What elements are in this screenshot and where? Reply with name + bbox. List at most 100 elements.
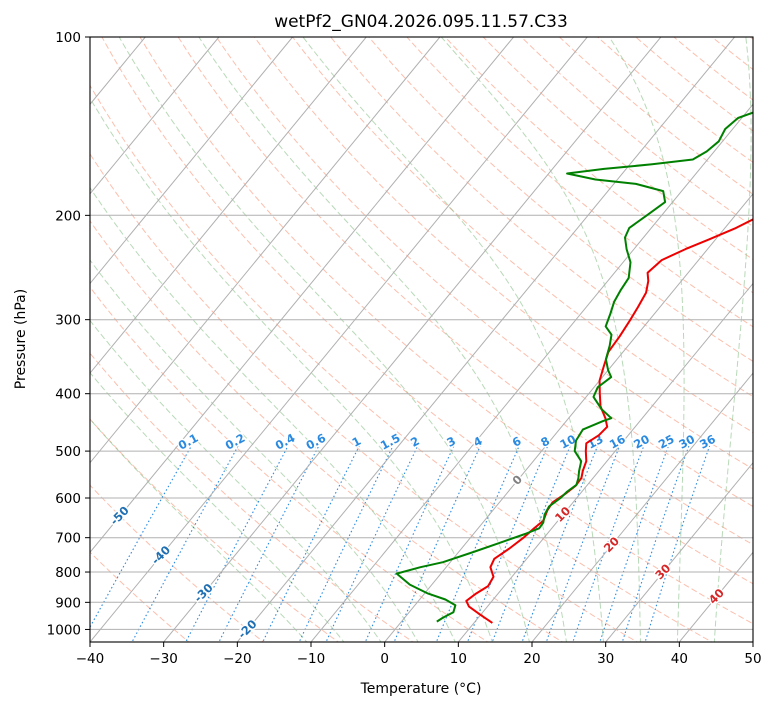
- moist-adiabat-line: [90, 371, 345, 642]
- mixing-ratio-label: 36: [697, 432, 718, 452]
- dry-adiabat-line: [330, 37, 753, 398]
- isotherm-line: [605, 461, 753, 642]
- moist-adiabat-line: [713, 37, 752, 642]
- moist-adiabat-line: [302, 37, 604, 642]
- moist-adiabat-line: [90, 319, 382, 642]
- dry-adiabat-label: -30: [191, 581, 216, 606]
- mixing-ratio-line: [298, 445, 394, 642]
- x-tick-label: 40: [671, 651, 688, 667]
- y-axis-label: Pressure (hPa): [13, 289, 29, 389]
- mixing-ratio-label: 3: [444, 434, 458, 450]
- y-tick-label: 500: [55, 444, 81, 460]
- y-axis: 100 200 300 400 500 600 700 800 900 1000: [47, 30, 90, 638]
- dry-adiabat-line: [90, 286, 489, 642]
- isotherm-line: [531, 372, 753, 642]
- moist-adiabat-label: 10: [552, 504, 573, 525]
- dry-adiabat-line: [90, 220, 564, 642]
- mixing-ratio-label: 4: [471, 434, 485, 450]
- dewpoint-line: [395, 111, 753, 623]
- dry-adiabat-label: -20: [235, 617, 260, 642]
- mixing-ratio-label: 0.6: [304, 431, 329, 453]
- mixing-ratio-line: [131, 445, 239, 642]
- x-axis-label: Temperature (°C): [360, 681, 482, 697]
- moist-adiabat-line: [608, 37, 685, 642]
- dry-adiabat-line: [90, 153, 639, 642]
- moist-adiabat-line: [90, 186, 456, 642]
- temperature-line: [465, 218, 753, 624]
- x-tick-label: −20: [223, 651, 252, 667]
- y-tick-label: 1000: [47, 622, 81, 638]
- chart-title: wetPf2_GN04.2026.095.11.57.C33: [274, 12, 568, 32]
- dry-adiabat-line: [215, 37, 753, 508]
- isotherm-line: [0, 37, 72, 642]
- y-tick-label: 700: [55, 531, 81, 547]
- mixing-ratio-line: [491, 445, 571, 642]
- isotherm-line: [90, 37, 441, 464]
- isotherm-line: [90, 37, 367, 374]
- mixing-ratio-label: 20: [631, 432, 652, 452]
- y-tick-label: 300: [55, 313, 81, 329]
- x-axis: −40 −30 −20 −10 0 10 20 30 40 50: [76, 642, 762, 667]
- mixing-ratio-label: 6: [510, 434, 524, 450]
- mixing-ratio-line: [521, 445, 599, 642]
- mixing-ratio-line: [90, 445, 192, 629]
- y-tick-label: 600: [55, 491, 81, 507]
- dry-adiabat-line: [444, 37, 753, 294]
- mixing-ratio-line: [393, 445, 481, 642]
- dry-adiabat-line: [177, 37, 753, 546]
- x-tick-label: −40: [76, 651, 105, 667]
- y-tick-label: 100: [55, 30, 81, 46]
- isotherm-line: [90, 37, 588, 642]
- moist-adiabat-label: 20: [601, 534, 622, 555]
- isotherm-line: [457, 282, 753, 642]
- dry-adiabat-label: -70: [29, 419, 54, 444]
- y-tick-label: 400: [55, 387, 81, 403]
- dry-adiabat-line: [597, 37, 753, 164]
- dry-adiabat-line: [520, 37, 753, 228]
- moist-adiabat-line: [198, 37, 567, 642]
- x-tick-label: 0: [380, 651, 389, 667]
- dry-adiabat-line: [139, 37, 753, 585]
- isotherm-line: [90, 37, 293, 285]
- mixing-ratio-line: [621, 445, 690, 642]
- moist-adiabat-line: [90, 259, 419, 642]
- mixing-ratio-label: 1: [350, 434, 364, 450]
- isotherm-line: [90, 37, 514, 554]
- mixing-ratio-label: 16: [607, 432, 628, 452]
- dry-adiabat-line: [253, 37, 753, 470]
- mixing-ratio-line: [599, 445, 670, 642]
- x-tick-label: −30: [149, 651, 178, 667]
- moist-adiabat-label: 30: [652, 561, 673, 582]
- isotherm-line: [752, 641, 753, 642]
- moist-adiabat-label: 40: [706, 586, 727, 607]
- mixing-ratio-line: [466, 445, 549, 642]
- isotherm-line: [384, 193, 753, 642]
- x-tick-label: 30: [597, 651, 614, 667]
- x-tick-label: 10: [450, 651, 467, 667]
- plot-frame: [89, 36, 754, 643]
- dry-adiabat-label: -60: [68, 462, 93, 487]
- y-tick-label: 900: [55, 595, 81, 611]
- mixing-ratio-line: [325, 445, 419, 642]
- mixing-ratio-label: 0.4: [273, 431, 298, 453]
- x-tick-label: 50: [744, 651, 761, 667]
- moist-adiabat-line: [118, 37, 530, 642]
- mixing-ratio-label: 0.1: [176, 431, 201, 453]
- mixing-ratio-line: [572, 445, 645, 642]
- mixing-ratio-label: 0.2: [223, 431, 248, 453]
- mixing-ratio-label: 2: [408, 434, 422, 450]
- mixing-ratio-line: [364, 445, 455, 642]
- y-tick-label: 800: [55, 565, 81, 581]
- dry-adiabat-line: [406, 37, 753, 328]
- dry-adiabat-line: [673, 37, 753, 101]
- mixing-ratio-label: 30: [676, 432, 697, 452]
- isotherm-line: [90, 37, 220, 195]
- moist-adiabat-line: [440, 37, 641, 642]
- x-tick-label: 20: [523, 651, 540, 667]
- y-tick-label: 200: [55, 208, 81, 224]
- mixing-ratio-line: [262, 445, 360, 642]
- dry-adiabat-line: [749, 37, 753, 40]
- dry-adiabat-line: [482, 37, 753, 261]
- background-lines: [0, 37, 753, 642]
- isotherm-line: [163, 37, 662, 642]
